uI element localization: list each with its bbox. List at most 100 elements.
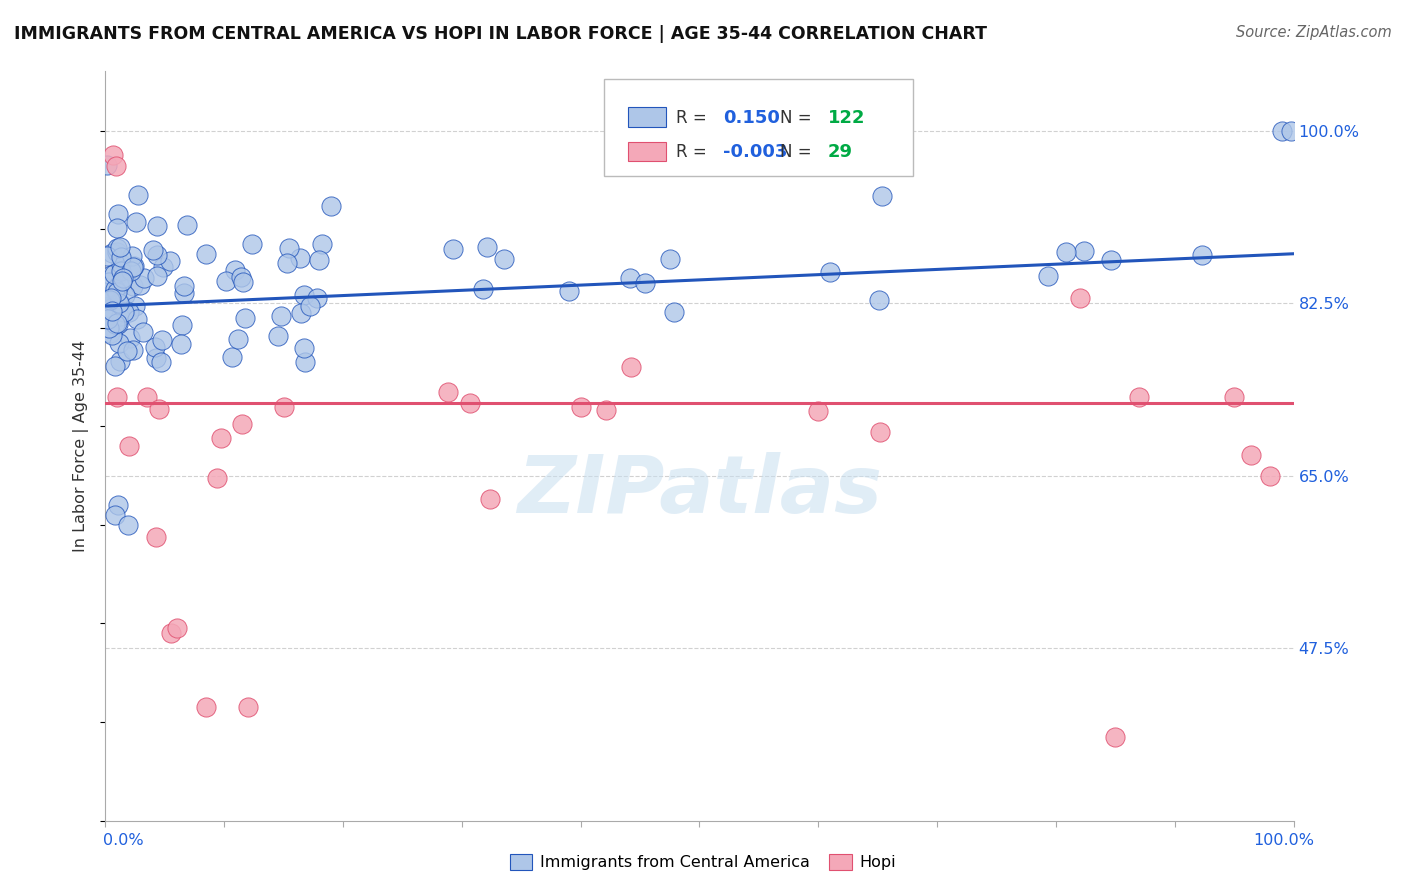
Point xyxy=(658,252,681,266)
Point xyxy=(104,285,127,299)
Point xyxy=(492,252,515,266)
Point xyxy=(101,246,124,260)
Point xyxy=(100,268,122,282)
Text: R =: R = xyxy=(676,144,706,161)
Point xyxy=(121,249,143,263)
Legend: Immigrants from Central America, Hopi: Immigrants from Central America, Hopi xyxy=(503,848,903,877)
Point xyxy=(101,327,124,342)
Point xyxy=(125,215,148,229)
Point xyxy=(149,355,172,369)
Point xyxy=(441,242,464,256)
Point xyxy=(1073,244,1095,259)
Point xyxy=(166,621,188,635)
Point xyxy=(236,700,259,714)
Point xyxy=(97,276,120,290)
Point xyxy=(662,305,685,319)
Point xyxy=(176,219,198,233)
Point xyxy=(1258,468,1281,483)
Point xyxy=(114,288,136,302)
Point xyxy=(209,431,232,445)
Text: 0.150: 0.150 xyxy=(723,109,780,127)
Point xyxy=(215,274,238,288)
Point xyxy=(143,340,166,354)
Point xyxy=(595,403,617,417)
Point xyxy=(111,274,134,288)
Point xyxy=(108,354,131,368)
FancyBboxPatch shape xyxy=(628,107,666,127)
Point xyxy=(101,148,124,162)
Point xyxy=(478,492,501,507)
Point xyxy=(110,240,132,254)
Point xyxy=(142,243,165,257)
Point xyxy=(110,257,132,271)
Point xyxy=(634,276,657,290)
Text: N =: N = xyxy=(780,109,811,127)
Point xyxy=(145,351,167,366)
Point xyxy=(118,439,141,453)
Point xyxy=(308,253,330,268)
Point xyxy=(152,260,174,274)
Point xyxy=(148,401,170,416)
Point xyxy=(294,355,316,369)
Point xyxy=(104,317,127,331)
Point xyxy=(105,390,128,404)
Point xyxy=(146,219,169,233)
Point xyxy=(105,244,128,259)
Point xyxy=(107,296,129,310)
Point xyxy=(1038,269,1060,284)
Point xyxy=(231,417,253,432)
Point xyxy=(1099,252,1122,267)
Point xyxy=(108,277,131,292)
Point xyxy=(98,293,121,308)
Text: 0.0%: 0.0% xyxy=(103,833,143,847)
Point xyxy=(111,302,134,317)
FancyBboxPatch shape xyxy=(628,142,666,161)
Point xyxy=(110,309,132,323)
Point xyxy=(150,334,173,348)
Point xyxy=(173,278,195,293)
Point xyxy=(159,254,181,268)
Point xyxy=(101,310,124,325)
Point xyxy=(96,249,118,263)
Point xyxy=(98,321,121,335)
Point xyxy=(110,264,132,278)
Point xyxy=(267,329,290,343)
Point xyxy=(273,400,295,414)
Text: R =: R = xyxy=(676,109,706,127)
Point xyxy=(122,260,145,274)
Point xyxy=(290,251,312,265)
Point xyxy=(458,396,481,410)
Point xyxy=(104,283,127,297)
Point xyxy=(224,263,246,277)
Text: ZIPatlas: ZIPatlas xyxy=(517,452,882,530)
Point xyxy=(472,282,495,296)
Point xyxy=(105,159,128,173)
Point xyxy=(105,221,128,235)
Point xyxy=(129,277,152,292)
Y-axis label: In Labor Force | Age 35-44: In Labor Force | Age 35-44 xyxy=(73,340,90,552)
Point xyxy=(125,311,148,326)
Point xyxy=(105,316,128,330)
Point xyxy=(121,343,143,357)
Point xyxy=(170,318,193,333)
Point xyxy=(170,337,193,351)
Point xyxy=(321,199,343,213)
Point xyxy=(233,311,256,326)
Point xyxy=(110,263,132,277)
Point xyxy=(870,188,893,202)
Point xyxy=(112,305,135,319)
Point xyxy=(1054,245,1077,260)
Point xyxy=(117,517,139,532)
Point xyxy=(270,309,292,323)
Point xyxy=(569,400,592,414)
Point xyxy=(103,267,125,281)
Point xyxy=(807,404,830,418)
Text: 100.0%: 100.0% xyxy=(1254,833,1315,847)
Point xyxy=(1271,123,1294,137)
Point xyxy=(1128,390,1150,404)
Point xyxy=(100,301,122,315)
Point xyxy=(107,207,129,221)
Point xyxy=(145,248,167,262)
Point xyxy=(232,275,254,289)
Point xyxy=(818,265,841,279)
